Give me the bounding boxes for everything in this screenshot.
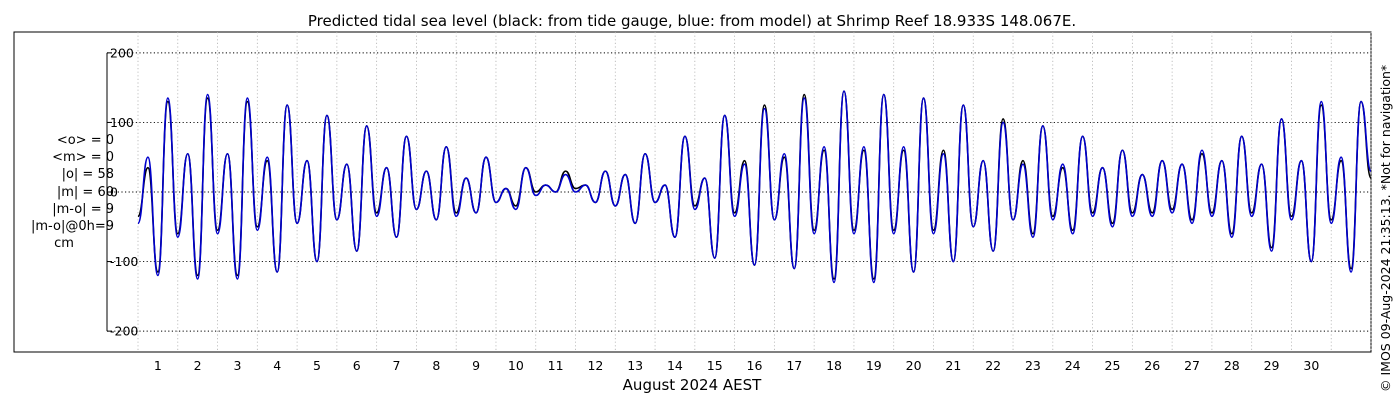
y-tick-label: -200: [110, 324, 138, 339]
x-tick-label: 3: [233, 358, 241, 373]
x-tick-label: 7: [393, 358, 401, 373]
x-tick-label: 16: [747, 358, 763, 373]
series-line-model: [137, 90, 1372, 284]
x-axis: 1 2 3 4 5 6 7 8 9 10 11 12 13 14 15 16 17 18 19 20 21 22 23 24 2…: [154, 358, 1319, 373]
x-tick-label: 18: [826, 358, 842, 373]
x-tick-label: 1: [154, 358, 162, 373]
stat-difference-0h: |m-o|@0h=9: [31, 219, 114, 235]
stat-mean-observed: <o> = 0: [56, 133, 114, 148]
x-tick-label: 30: [1303, 358, 1319, 373]
x-tick-label: 8: [432, 358, 440, 373]
stat-mean-model: <m> = 0: [52, 150, 114, 166]
x-tick-label: 23: [1025, 358, 1041, 373]
x-tick-label: 25: [1105, 358, 1121, 373]
copyright-notice: © IMOS 09-Aug-2024 21:35:13. *Not for na…: [1378, 64, 1393, 392]
x-tick-label: 5: [313, 358, 321, 373]
x-tick-label: 26: [1144, 358, 1160, 373]
stat-unit: cm: [54, 236, 74, 252]
x-tick-label: 9: [472, 358, 480, 373]
x-axis-label: August 2024 AEST: [623, 376, 762, 394]
x-tick-label: 2: [194, 358, 202, 373]
x-tick-label: 10: [508, 358, 524, 373]
x-tick-label: 4: [273, 358, 281, 373]
x-tick-label: 20: [906, 358, 922, 373]
stat-abs-difference: |m-o| = 9: [52, 201, 114, 217]
x-tick-label: 11: [548, 358, 564, 373]
x-tick-label: 19: [866, 358, 882, 373]
chart-title: Predicted tidal sea level (black: from t…: [308, 12, 1076, 30]
y-tick-label: -100: [110, 254, 138, 269]
stat-abs-observed: |o| = 58: [61, 167, 114, 183]
x-tick-label: 12: [587, 358, 603, 373]
y-axis: 200 100 0 -100 -200: [106, 45, 138, 339]
x-tick-label: 13: [627, 358, 643, 373]
statistics-panel: <o> = 0 <m> = 0 |o| = 58 |m| = 60 |m-o| …: [14, 132, 114, 252]
x-tick-label: 6: [353, 358, 361, 373]
grid-lines: [107, 32, 1372, 352]
x-tick-label: 22: [985, 358, 1001, 373]
stat-abs-model: |m| = 60: [56, 184, 114, 200]
x-tick-label: 15: [707, 358, 723, 373]
x-tick-label: 27: [1184, 358, 1200, 373]
series-lines: [137, 90, 1372, 284]
y-tick-label: 0: [110, 185, 118, 200]
x-tick-label: 24: [1065, 358, 1081, 373]
y-tick-label: 200: [110, 45, 134, 60]
x-tick-label: 21: [945, 358, 961, 373]
x-tick-label: 14: [667, 358, 683, 373]
y-tick-label: 100: [110, 115, 134, 130]
x-tick-label: 29: [1264, 358, 1280, 373]
x-tick-label: 17: [786, 358, 802, 373]
x-tick-label: 28: [1224, 358, 1240, 373]
